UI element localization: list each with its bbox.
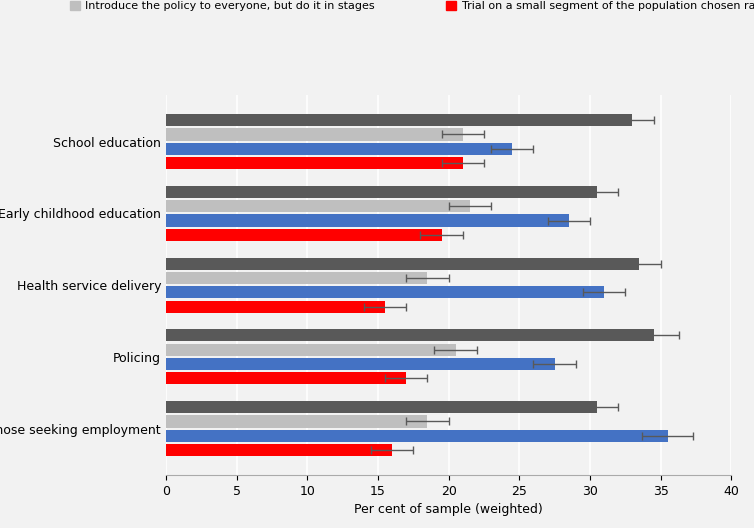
Bar bbox=[166, 229, 442, 241]
Bar bbox=[166, 200, 470, 212]
Bar bbox=[166, 329, 654, 342]
Bar bbox=[166, 214, 569, 227]
Bar bbox=[166, 416, 428, 428]
Bar bbox=[166, 358, 555, 370]
Bar bbox=[166, 272, 428, 284]
Bar bbox=[166, 444, 392, 456]
Bar bbox=[166, 258, 639, 270]
Bar bbox=[166, 344, 455, 356]
Bar bbox=[166, 300, 385, 313]
Bar bbox=[166, 143, 512, 155]
Bar bbox=[166, 401, 597, 413]
X-axis label: Per cent of sample (weighted): Per cent of sample (weighted) bbox=[354, 504, 543, 516]
Bar bbox=[166, 430, 668, 442]
Bar bbox=[166, 186, 597, 198]
Bar bbox=[166, 114, 633, 126]
Bar bbox=[166, 157, 463, 169]
Bar bbox=[166, 128, 463, 140]
Bar bbox=[166, 286, 604, 298]
Legend: Introduce the policy for everyone in Australia at the same time, Introduce the p: Introduce the policy for everyone in Aus… bbox=[69, 0, 754, 11]
Bar bbox=[166, 372, 406, 384]
